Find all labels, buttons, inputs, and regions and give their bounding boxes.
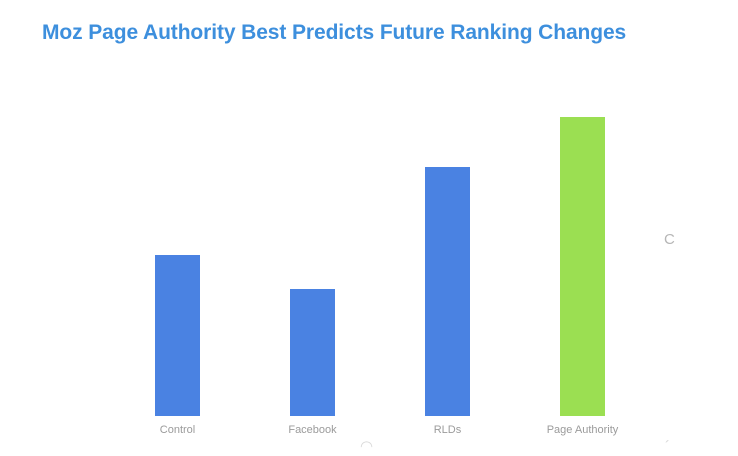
- clipped-glyph-artifact-bottom-left: ◠: [360, 440, 374, 452]
- x-axis-tick-label-rlds: RLDs: [433, 424, 462, 436]
- x-axis-tick-label-control: Control: [159, 424, 196, 436]
- x-axis-tick-label-facebook: Facebook: [288, 424, 337, 436]
- clipped-glyph-artifact-right: C: [664, 233, 675, 247]
- bar-control[interactable]: [155, 255, 200, 416]
- x-axis-tick-label-page-authority: Page Authority: [546, 424, 619, 436]
- chart-title: Moz Page Authority Best Predicts Future …: [42, 21, 627, 44]
- bar-facebook[interactable]: [290, 288, 335, 416]
- bar-page-authority[interactable]: [560, 116, 605, 416]
- clipped-glyph-artifact-bottom-right: ´: [665, 440, 670, 452]
- bar-rlds[interactable]: [425, 166, 470, 416]
